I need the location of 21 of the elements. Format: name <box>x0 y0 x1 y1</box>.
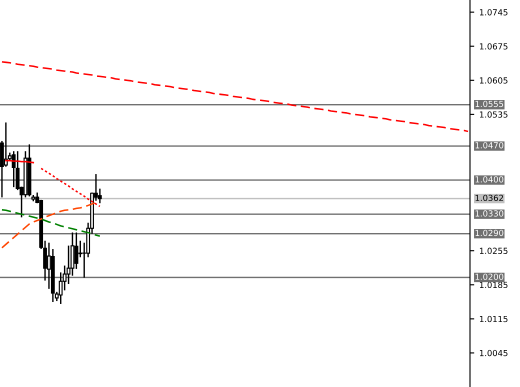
candlestick <box>74 232 78 269</box>
y-tick-label: 1.0675 <box>480 43 508 50</box>
ref-line-label: 1.0400 <box>476 176 504 183</box>
line-series <box>40 168 101 208</box>
candlestick <box>4 122 8 167</box>
y-tick-label: 1.0605 <box>480 77 508 84</box>
y-tick-label: 1.0115 <box>480 316 508 322</box>
y-tick-label: 1.0255 <box>480 248 508 254</box>
line-series <box>1 202 97 249</box>
ref-line-label: 1.0200 <box>476 274 504 280</box>
ref-line-label: 1.0362 <box>476 194 504 202</box>
y-tick-label: 1.0535 <box>480 111 508 118</box>
ref-line-label: 1.0290 <box>476 230 504 236</box>
line-series <box>1 209 101 237</box>
ref-line-label: 1.0470 <box>476 142 504 148</box>
ref-line-label: 1.0330 <box>476 210 504 217</box>
y-tick-label: 1.0185 <box>480 282 508 288</box>
ref-line-label: 1.0555 <box>476 100 504 108</box>
y-tick-label: 1.0045 <box>480 350 508 356</box>
line-series <box>1 61 469 132</box>
y-tick-label: 1.0745 <box>480 9 508 16</box>
